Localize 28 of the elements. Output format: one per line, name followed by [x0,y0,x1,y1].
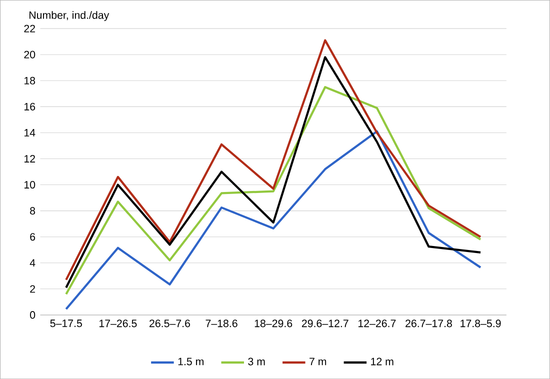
x-tick-label: 26.7–17.8 [406,320,452,328]
y-tick-label: 2 [30,285,35,293]
legend-label: 3 m [248,358,265,366]
y-tick-label: 10 [24,180,36,188]
y-tick-label: 18 [24,76,36,84]
y-tick-label: 6 [30,233,36,241]
line-series [65,86,482,296]
x-tick-label: 7–18.6 [206,320,238,328]
y-tick-label: 4 [30,259,36,266]
y-tick-label: 14 [24,128,36,136]
y-tick-label: 16 [24,102,36,110]
y-tick-label: 0 [30,311,36,319]
x-tick-label: 17–26.5 [99,320,137,328]
legend-label: 12 m [371,358,394,366]
y-axis-title: Number, ind./day [30,10,110,21]
y-tick-label: 22 [24,24,35,32]
legend-label: 7 m [310,358,326,366]
x-tick-label: 29.6–12.7 [302,320,348,328]
x-tick-label: 17.8–5.9 [460,320,501,328]
x-tick-label: 12–26.7 [358,320,396,328]
line-series [65,130,482,310]
y-tick-label: 12 [24,154,35,162]
x-tick-label: 18–29.6 [254,320,292,328]
legend-label: 1.5 m [178,358,204,366]
y-tick-label: 8 [30,206,36,215]
x-tick-label: 5–17.5 [50,320,82,328]
x-tick-label: 26.5–7.6 [150,320,190,328]
y-tick-label: 20 [24,50,36,58]
